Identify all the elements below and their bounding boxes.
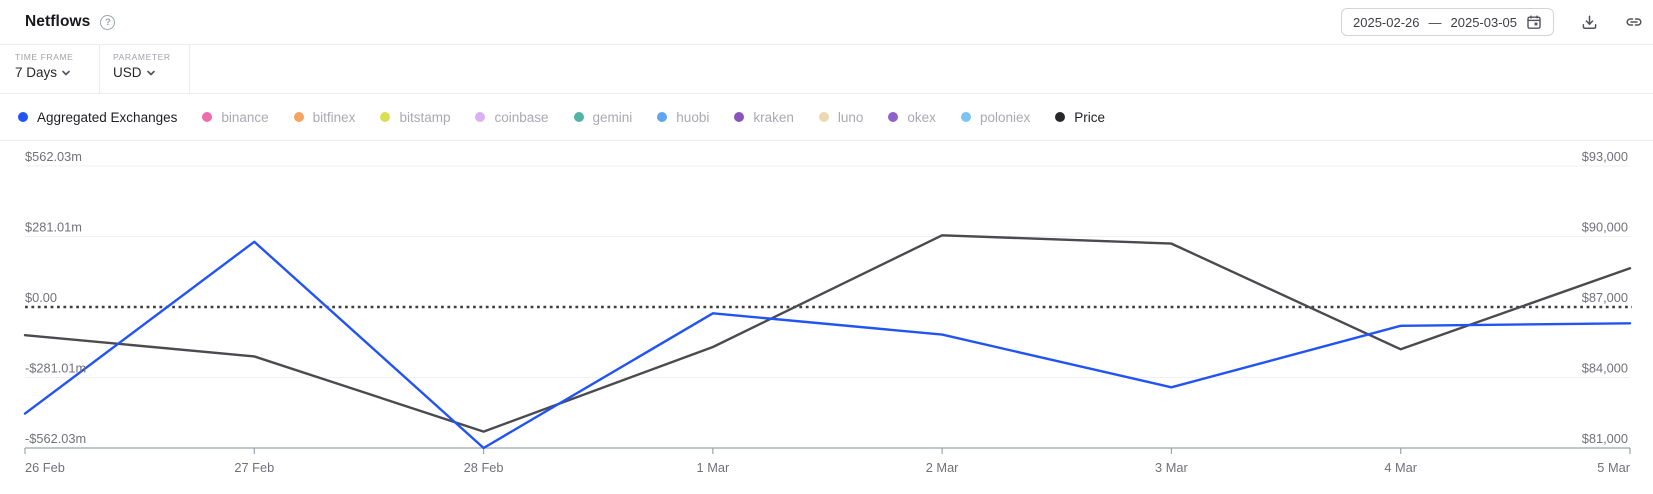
legend-item-aggregated-exchanges[interactable]: Aggregated Exchanges — [18, 110, 177, 125]
parameter-label: PARAMETER — [113, 52, 171, 62]
svg-text:26 Feb: 26 Feb — [25, 460, 65, 475]
svg-text:$281.01m: $281.01m — [25, 220, 82, 235]
svg-text:$90,000: $90,000 — [1582, 220, 1628, 235]
page-title: Netflows — [25, 13, 91, 30]
legend-label: binance — [221, 109, 269, 125]
legend-label: Aggregated Exchanges — [37, 109, 178, 125]
chevron-down-icon — [62, 70, 70, 76]
link-icon[interactable] — [1625, 13, 1643, 31]
legend-dot — [888, 112, 899, 122]
legend-dot — [960, 112, 971, 122]
svg-text:$87,000: $87,000 — [1582, 290, 1628, 305]
date-range-picker[interactable]: 2025-02-26 — 2025-03-05 — [1341, 8, 1554, 36]
time-frame-value: 7 Days — [15, 65, 58, 80]
legend-item-kraken[interactable]: kraken — [734, 110, 794, 125]
aggregated-exchanges-line — [23, 240, 1632, 450]
legend-item-binance[interactable]: binance — [202, 109, 269, 125]
svg-text:27 Feb: 27 Feb — [234, 460, 274, 475]
svg-text:$81,000: $81,000 — [1582, 431, 1628, 446]
legend-item-bitstamp[interactable]: bitstamp — [380, 110, 450, 125]
date-range-start: 2025-02-26 — [1353, 14, 1420, 30]
legend-item-price[interactable]: Price — [1055, 110, 1105, 125]
svg-text:2 Mar: 2 Mar — [926, 460, 959, 475]
legend-dot — [380, 112, 391, 122]
legend-item-luno[interactable]: luno — [818, 109, 864, 125]
legend-item-okex[interactable]: okex — [888, 110, 936, 125]
legend-item-poloniex[interactable]: poloniex — [960, 109, 1031, 125]
netflows-chart-canvas[interactable]: $562.03m $281.01m $0.00 -$281.01m -$562.… — [0, 141, 1653, 493]
svg-text:-$562.03m: -$562.03m — [25, 431, 86, 446]
legend-item-bitfinex[interactable]: bitfinex — [293, 109, 356, 125]
legend-item-huobi[interactable]: huobi — [657, 110, 709, 125]
legend-label: okex — [907, 109, 936, 125]
legend-dot — [293, 112, 304, 122]
legend-dot — [202, 112, 213, 122]
calendar-icon — [1526, 14, 1542, 30]
svg-text:28 Feb: 28 Feb — [464, 460, 504, 475]
control-bar: TIME FRAME 7 Days PARAMETER USD — [0, 44, 1653, 94]
legend-label: luno — [837, 109, 864, 125]
gridlines — [25, 165, 1630, 378]
svg-text:4 Mar: 4 Mar — [1384, 460, 1417, 475]
x-axis-ticks — [24, 448, 1631, 454]
download-icon[interactable] — [1581, 14, 1598, 31]
right-axis-labels: $93,000 $90,000 $87,000 $84,000 $81,000 — [1582, 149, 1628, 446]
help-icon[interactable]: ? — [100, 14, 116, 30]
legend-dot — [475, 112, 486, 122]
price-line — [23, 234, 1632, 433]
legend-label: gemini — [592, 109, 633, 125]
svg-text:$93,000: $93,000 — [1582, 149, 1628, 164]
svg-text:3 Mar: 3 Mar — [1155, 460, 1188, 475]
chart-legend: Aggregated Exchanges binance bitfinex bi… — [0, 94, 1653, 140]
legend-dot — [657, 112, 668, 122]
time-frame-dropdown[interactable]: TIME FRAME 7 Days — [0, 45, 100, 93]
parameter-dropdown[interactable]: PARAMETER USD — [100, 45, 190, 93]
legend-dot — [818, 112, 829, 122]
chart-header: Netflows ? 2025-02-26 — 2025-03-05 — [0, 0, 1653, 44]
time-frame-label: TIME FRAME — [15, 52, 74, 62]
legend-label: bitstamp — [399, 109, 451, 125]
date-range-separator: — — [1428, 14, 1442, 30]
legend-label: huobi — [676, 109, 710, 125]
legend-item-gemini[interactable]: gemini — [573, 109, 633, 125]
legend-item-coinbase[interactable]: coinbase — [475, 109, 549, 125]
svg-text:$562.03m: $562.03m — [25, 149, 82, 164]
legend-dot — [573, 112, 584, 122]
chevron-down-icon — [146, 70, 155, 76]
legend-label: Price — [1074, 109, 1105, 125]
svg-text:$84,000: $84,000 — [1582, 361, 1628, 376]
svg-text:1 Mar: 1 Mar — [697, 460, 730, 475]
legend-label: kraken — [753, 109, 794, 125]
left-axis-labels: $562.03m $281.01m $0.00 -$281.01m -$562.… — [25, 149, 86, 446]
legend-dot — [734, 112, 745, 122]
svg-text:-$281.01m: -$281.01m — [25, 361, 86, 376]
netflows-chart: $562.03m $281.01m $0.00 -$281.01m -$562.… — [0, 140, 1653, 492]
date-range-end: 2025-03-05 — [1450, 14, 1518, 30]
legend-label: bitfinex — [312, 109, 356, 125]
legend-label: poloniex — [979, 109, 1031, 125]
parameter-value: USD — [113, 65, 142, 80]
svg-text:$0.00: $0.00 — [25, 290, 57, 305]
legend-dot — [18, 112, 28, 122]
x-axis-labels: 26 Feb 27 Feb 28 Feb 1 Mar 2 Mar 3 Mar 4… — [25, 460, 1631, 475]
svg-text:5 Mar: 5 Mar — [1597, 460, 1630, 475]
legend-dot — [1055, 112, 1066, 122]
legend-label: coinbase — [494, 109, 549, 125]
